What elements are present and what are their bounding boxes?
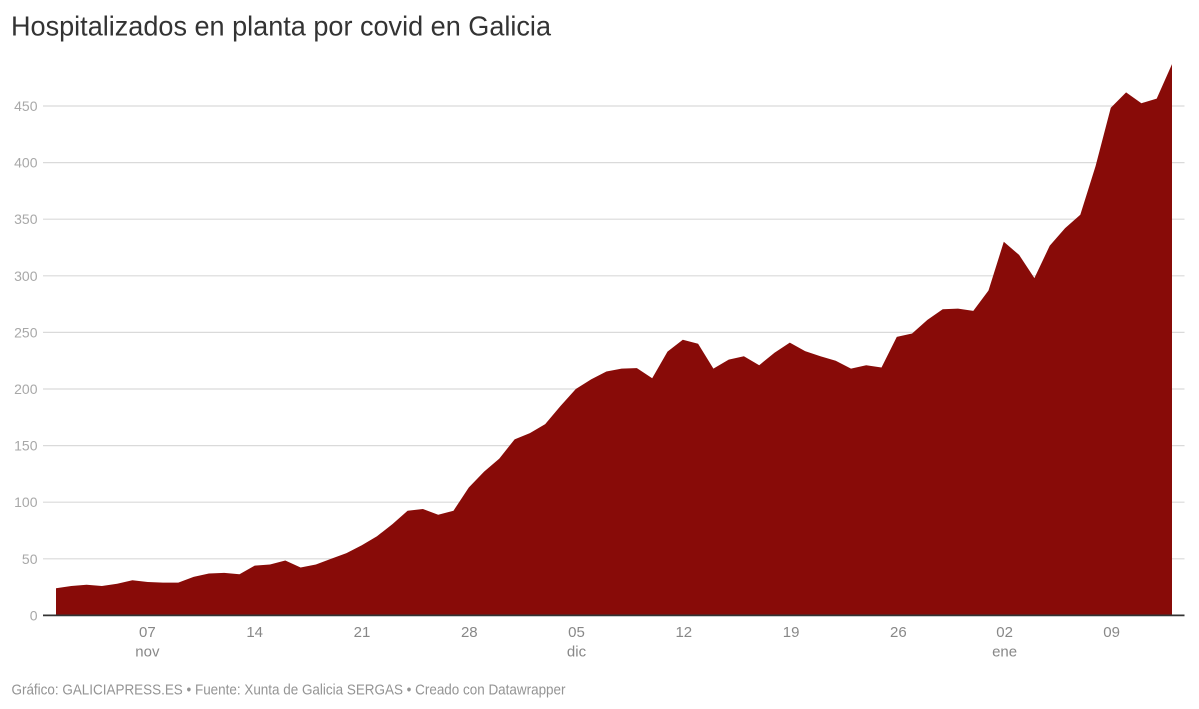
svg-text:200: 200 (14, 381, 38, 397)
svg-text:28: 28 (461, 624, 478, 641)
svg-text:0: 0 (30, 607, 38, 623)
svg-text:450: 450 (14, 98, 38, 114)
svg-text:300: 300 (14, 268, 38, 284)
svg-text:50: 50 (22, 551, 38, 567)
svg-text:Gráfico: GALICIAPRESS.ES • Fue: Gráfico: GALICIAPRESS.ES • Fuente: Xunta… (12, 682, 566, 699)
svg-text:100: 100 (14, 494, 38, 510)
svg-text:400: 400 (14, 155, 38, 171)
svg-text:12: 12 (675, 624, 692, 641)
svg-text:Hospitalizados en planta por c: Hospitalizados en planta por covid en Ga… (11, 11, 551, 42)
svg-text:21: 21 (354, 624, 371, 641)
svg-text:dic: dic (567, 643, 587, 660)
svg-text:nov: nov (135, 643, 160, 660)
svg-text:09: 09 (1103, 624, 1120, 641)
svg-text:250: 250 (14, 324, 38, 340)
svg-text:ene: ene (992, 643, 1017, 660)
svg-text:02: 02 (996, 624, 1013, 641)
svg-text:26: 26 (890, 624, 907, 641)
svg-text:150: 150 (14, 438, 38, 454)
svg-text:14: 14 (246, 624, 263, 641)
svg-text:05: 05 (568, 624, 585, 641)
svg-text:350: 350 (14, 211, 38, 227)
svg-text:19: 19 (783, 624, 800, 641)
svg-text:07: 07 (139, 624, 156, 641)
